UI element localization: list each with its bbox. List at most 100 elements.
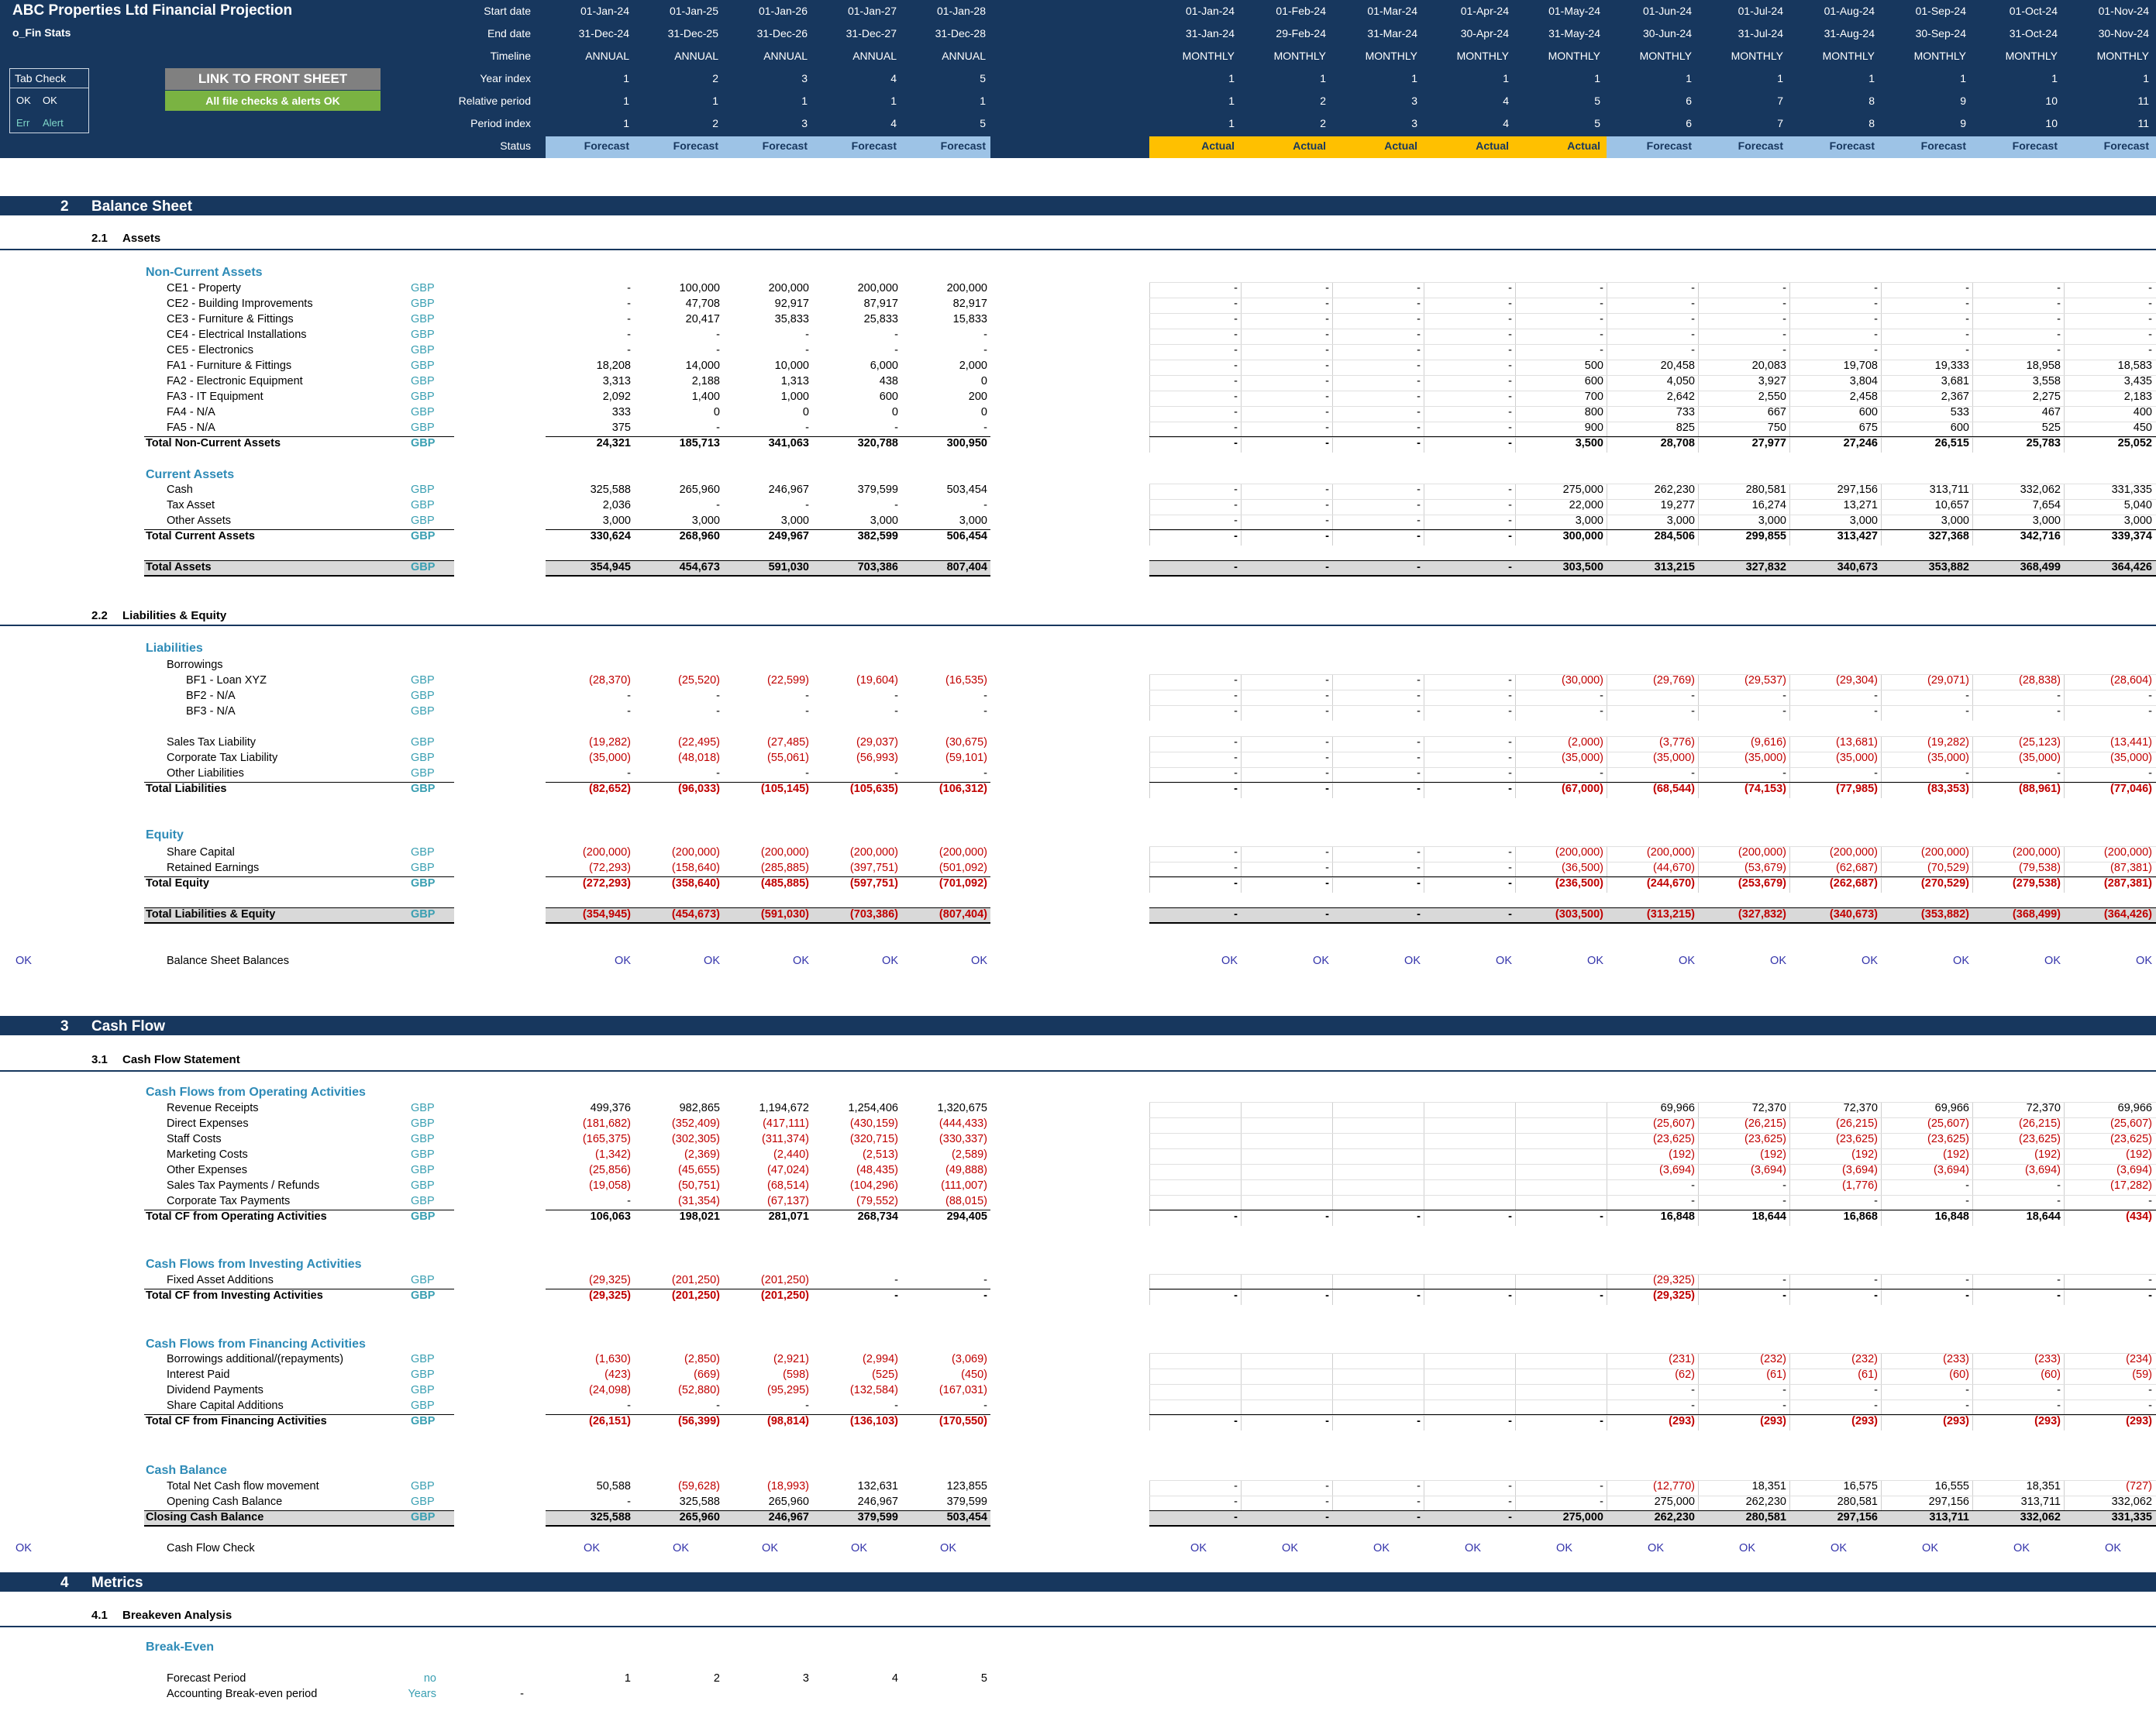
monthly-value: OK (1556, 1542, 1572, 1554)
monthly-value: (29,537) (1744, 674, 1786, 687)
monthly-value: - (1325, 846, 1329, 859)
monthly-value: 3,558 (2032, 375, 2061, 387)
header-monthly-rel: 4 (1503, 95, 1509, 107)
monthly-value: - (1782, 329, 1786, 341)
monthly-value: (88,961) (2018, 783, 2061, 795)
annual-value: (485,885) (760, 877, 809, 890)
annual-value: (201,250) (671, 1274, 720, 1286)
annual-value: (67,137) (766, 1195, 809, 1207)
monthly-value: OK (1313, 955, 1329, 967)
monthly-value: - (1874, 705, 1878, 718)
subsection-title: Breakeven Analysis (122, 1609, 232, 1622)
grid-row-line (1149, 736, 2156, 752)
annual-value: 379,599 (857, 484, 898, 496)
group-label-ca: Current Assets (146, 468, 235, 481)
grid-column-line (1149, 674, 1150, 721)
section-band-s4: 4 Metrics (0, 1572, 2156, 1592)
grid-column-line (1789, 1480, 1790, 1527)
monthly-value: 364,426 (2111, 561, 2152, 573)
grid-column-line (2064, 1480, 2065, 1527)
monthly-value: - (1508, 690, 1512, 702)
monthly-value: - (1508, 437, 1512, 449)
monthly-value: 900 (1584, 422, 1603, 434)
annual-value: 0 (802, 406, 809, 418)
row-label: BF1 - Loan XYZ (186, 674, 267, 687)
row-label: Other Liabilities (167, 767, 244, 780)
file-checks-status[interactable]: All file checks & alerts OK (165, 91, 381, 111)
annual-value: (444,433) (939, 1117, 987, 1130)
row-label: Borrowings additional/(repayments) (167, 1353, 344, 1365)
monthly-value: 600 (1858, 406, 1878, 418)
grid-row-line (1149, 437, 2156, 453)
row-unit: GBP (411, 908, 436, 921)
monthly-value: - (1325, 1480, 1329, 1492)
monthly-value: (28,838) (2018, 674, 2061, 687)
row-unit: GBP (411, 1148, 435, 1161)
monthly-value: (3,694) (1751, 1164, 1786, 1176)
row-label: Dividend Payments (167, 1384, 263, 1396)
row-unit: GBP (411, 515, 435, 527)
annual-value: - (716, 329, 720, 341)
total-rule (546, 436, 990, 437)
grid-row-line (1149, 752, 2156, 768)
annual-value: (200,000) (582, 846, 631, 859)
grand-total-band (144, 907, 454, 924)
monthly-value: (200,000) (1646, 846, 1695, 859)
monthly-value: - (1508, 1210, 1512, 1223)
monthly-value: (200,000) (2103, 846, 2152, 859)
monthly-value: OK (1190, 1542, 1207, 1554)
monthly-value: - (2057, 329, 2061, 341)
monthly-value: - (1508, 499, 1512, 511)
annual-value: 1,313 (780, 375, 809, 387)
monthly-value: 262,230 (1654, 484, 1695, 496)
monthly-value: (293) (2034, 1415, 2061, 1427)
row-label: Total Equity (146, 877, 209, 890)
annual-value: 294,405 (946, 1210, 987, 1223)
link-front-sheet-button[interactable]: LINK TO FRONT SHEET (165, 68, 381, 90)
annual-value: (311,374) (762, 1133, 809, 1145)
monthly-value: - (1234, 1480, 1238, 1492)
monthly-value: 20,458 (1660, 360, 1695, 372)
monthly-value: - (1325, 437, 1329, 449)
annual-value: 268,960 (679, 530, 720, 542)
monthly-value: - (1691, 690, 1695, 702)
monthly-value: - (1965, 767, 1969, 780)
monthly-value: - (1508, 752, 1512, 764)
monthly-value: 27,246 (1843, 437, 1878, 449)
monthly-value: - (1234, 1496, 1238, 1508)
header-monthly-start: 01-Jan-24 (1185, 5, 1235, 17)
monthly-value: - (1782, 767, 1786, 780)
subsection-rule (0, 1626, 2156, 1627)
annual-value: (598) (783, 1369, 809, 1381)
monthly-value: - (1417, 344, 1421, 356)
monthly-value: 69,966 (1934, 1102, 1969, 1114)
header-annual-start: 01-Jan-25 (669, 5, 718, 17)
header-monthly-status: Forecast (1646, 139, 1692, 152)
annual-value: OK (882, 955, 898, 967)
monthly-value: (62,687) (1835, 862, 1878, 874)
header-monthly-end: 30-Sep-24 (1915, 27, 1966, 40)
monthly-value: - (1417, 862, 1421, 874)
grid-row-line (1149, 1133, 2156, 1149)
row-unit: GBP (411, 846, 435, 859)
monthly-value: 533 (1950, 406, 1969, 418)
row-unit: GBP (411, 282, 435, 294)
annual-value: OK (851, 1542, 867, 1554)
monthly-value: - (1234, 515, 1238, 527)
annual-value: 341,063 (768, 437, 809, 449)
monthly-value: (23,625) (2110, 1133, 2152, 1145)
annual-value: (320,715) (849, 1133, 898, 1145)
header-monthly-start: 01-Aug-24 (1824, 5, 1875, 17)
monthly-value: - (1691, 298, 1695, 310)
row-label: Corporate Tax Payments (167, 1195, 291, 1207)
annual-value: - (716, 1400, 720, 1412)
row-label: Cash Flow Check (167, 1542, 255, 1554)
annual-value: (285,885) (760, 862, 809, 874)
status-bar-forecast (1607, 136, 2156, 158)
monthly-value: 332,062 (2111, 1496, 2152, 1508)
annual-value: (1,630) (595, 1353, 631, 1365)
row-label: Marketing Costs (167, 1148, 248, 1161)
monthly-value: 700 (1584, 391, 1603, 403)
annual-value: 87,917 (863, 298, 898, 310)
annual-value: 1,194,672 (759, 1102, 809, 1114)
